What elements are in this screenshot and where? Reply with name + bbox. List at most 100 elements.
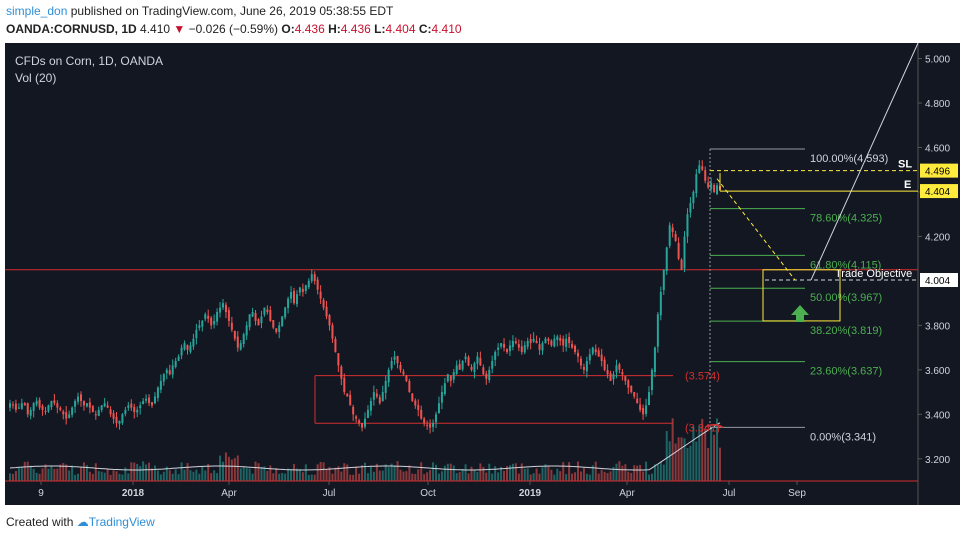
volume-bar xyxy=(29,465,32,481)
candle-body xyxy=(541,343,544,351)
candle-body xyxy=(245,325,248,336)
candle-body xyxy=(159,380,162,390)
candle-body xyxy=(437,403,440,414)
volume-bar xyxy=(53,468,56,481)
candle-body xyxy=(579,358,582,366)
candle-body xyxy=(568,336,571,344)
price-tag xyxy=(920,273,958,288)
volume-bar xyxy=(432,462,435,481)
volume-bar xyxy=(414,473,417,481)
volume-bar xyxy=(17,468,20,481)
volume-bar xyxy=(609,471,612,481)
candle-body xyxy=(582,366,585,370)
candle-body xyxy=(443,383,446,395)
candle-body xyxy=(405,375,408,381)
volume-bar xyxy=(606,473,609,481)
volume-bar xyxy=(322,462,325,481)
candle-body xyxy=(609,373,612,381)
candle-body xyxy=(47,405,50,412)
candle-body xyxy=(550,340,553,346)
tradingview-brand[interactable]: TradingView xyxy=(88,515,155,529)
volume-bar xyxy=(538,473,541,481)
volume-bar xyxy=(550,469,553,481)
candle-body xyxy=(677,242,680,259)
candle-body xyxy=(701,166,704,170)
candle-body xyxy=(139,405,142,409)
x-tick-label: 2018 xyxy=(122,488,145,499)
volume-bar xyxy=(653,464,656,481)
volume-bar xyxy=(396,461,399,481)
candle-body xyxy=(337,353,340,366)
volume-bar xyxy=(65,464,68,481)
author-link[interactable]: simple_don xyxy=(6,4,68,18)
volume-bar xyxy=(227,456,230,481)
volume-bar xyxy=(233,458,236,481)
candle-body xyxy=(301,288,304,293)
candle-body xyxy=(145,398,148,401)
candle-body xyxy=(449,375,452,381)
volume-bar xyxy=(577,461,579,481)
candle-body xyxy=(94,414,97,416)
candle-body xyxy=(115,416,118,424)
volume-bar xyxy=(547,465,550,481)
candle-body xyxy=(399,364,402,370)
volume-bar xyxy=(698,425,701,481)
volume-bar xyxy=(109,474,112,481)
volume-bar xyxy=(642,471,645,481)
candle-body xyxy=(488,369,491,381)
candle-body xyxy=(153,396,156,404)
candle-body xyxy=(68,414,71,419)
footer: Created with ☁TradingView xyxy=(6,515,155,529)
volume-bar xyxy=(14,471,17,481)
y-tick-label: 5.000 xyxy=(925,55,950,66)
candle-body xyxy=(538,344,541,350)
fib-label: 0.00%(3.341) xyxy=(810,431,876,443)
candle-body xyxy=(408,381,411,393)
volume-bar xyxy=(565,474,568,481)
volume-bar xyxy=(91,473,94,481)
candle-body xyxy=(156,387,159,398)
candle-body xyxy=(121,414,124,423)
volume-bar xyxy=(627,471,630,481)
candle-body xyxy=(148,397,151,404)
volume-bar xyxy=(316,464,319,481)
volume-bar xyxy=(355,466,358,481)
price-chart[interactable]: 100.00%(4.593) 78.60%(4.325) 61.80%(4.115)… xyxy=(5,43,960,505)
candle-body xyxy=(177,356,180,361)
volume-bar xyxy=(636,465,639,481)
candle-body xyxy=(352,406,355,415)
candle-body xyxy=(358,420,361,424)
volume-bar xyxy=(192,471,195,481)
volume-bar xyxy=(219,455,222,481)
volume-bar xyxy=(224,452,227,481)
candle-body xyxy=(183,343,186,350)
volume-bar xyxy=(707,447,710,481)
candle-body xyxy=(44,411,47,413)
candle-body xyxy=(485,373,488,379)
candle-body xyxy=(62,411,65,415)
candle-body xyxy=(704,170,707,181)
volume-bar xyxy=(257,463,260,481)
candle-body xyxy=(535,340,538,344)
volume-bar xyxy=(301,472,304,481)
volume-bar xyxy=(517,473,520,481)
volume-bar xyxy=(437,473,440,481)
volume-bar xyxy=(142,461,145,481)
x-tick-label: Jul xyxy=(723,488,736,499)
change-down-icon: ▼ xyxy=(173,22,186,36)
volume-bar xyxy=(115,471,118,481)
volume-bar xyxy=(470,466,473,481)
volume-bar xyxy=(23,461,26,481)
volume-bar xyxy=(594,461,597,481)
fib-label: 61.80%(4.115) xyxy=(810,259,881,271)
candle-body xyxy=(556,336,559,340)
candle-body xyxy=(142,400,145,404)
candle-body xyxy=(112,413,115,419)
candle-body xyxy=(260,316,263,324)
candle-body xyxy=(470,366,473,370)
candle-body xyxy=(310,274,313,282)
volume-bar xyxy=(112,470,115,481)
candle-body xyxy=(251,312,254,317)
volume-bar xyxy=(591,465,594,481)
x-tick-label: Jul xyxy=(323,488,336,499)
